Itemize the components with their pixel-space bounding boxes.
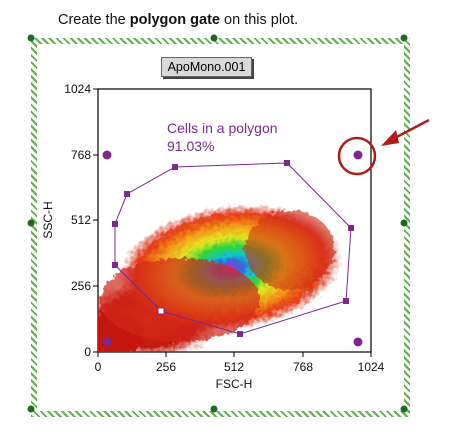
gate-vertex-handle[interactable] <box>124 191 130 197</box>
gate-vertex-handles[interactable] <box>112 160 354 337</box>
resize-handle-ml[interactable] <box>27 219 35 227</box>
resize-handle-bl[interactable] <box>27 405 35 413</box>
gate-vertex-handle[interactable] <box>112 262 118 268</box>
gate-corner-marker[interactable] <box>102 150 112 160</box>
density-cloud <box>98 204 342 352</box>
instruction-text: Create the polygon gate on this plot. <box>58 12 299 28</box>
gate-vertex-handle[interactable] <box>284 160 290 166</box>
gate-corner-marker[interactable] <box>353 150 363 160</box>
x-tick-label: 1024 <box>358 360 385 374</box>
plot-title[interactable]: ApoMono.001 <box>161 57 252 77</box>
y-tick-label: 1024 <box>64 82 91 96</box>
gate-vertex-handle[interactable] <box>237 331 243 337</box>
resize-handle-tm[interactable] <box>210 34 218 42</box>
y-axis: 0 256 512 768 1024 SSC-H <box>41 82 98 359</box>
x-tick-label: 768 <box>293 360 313 374</box>
gate-vertex-handle[interactable] <box>172 164 178 170</box>
x-tick-label: 0 <box>95 360 102 374</box>
y-axis-label: SSC-H <box>41 201 55 238</box>
resize-handle-tr[interactable] <box>400 34 408 42</box>
gate-vertex-handle[interactable] <box>343 298 349 304</box>
annotation-arrow-head <box>381 130 399 146</box>
gate-label: Cells in a polygon <box>167 120 278 136</box>
resize-handle-bm[interactable] <box>210 405 218 413</box>
resize-handle-tl[interactable] <box>27 34 35 42</box>
x-axis-label: FSC-H <box>216 377 253 391</box>
resize-handle-mr[interactable] <box>400 219 408 227</box>
y-tick-label: 256 <box>71 279 91 293</box>
x-tick-label: 256 <box>156 360 176 374</box>
gate-corner-marker[interactable] <box>102 337 112 347</box>
highlight-circle <box>337 136 377 176</box>
x-axis: 0 256 512 768 1024 FSC-H <box>95 352 385 391</box>
y-tick-label: 0 <box>84 345 91 359</box>
gate-corner-marker[interactable] <box>353 337 363 347</box>
x-tick-label: 512 <box>224 360 244 374</box>
gate-percent: 91.03% <box>167 138 214 154</box>
y-tick-label: 512 <box>71 213 91 227</box>
polygon-gate[interactable] <box>114 162 352 335</box>
resize-handle-br[interactable] <box>400 405 408 413</box>
gate-vertex-handle[interactable] <box>157 307 165 315</box>
gate-vertex-handle[interactable] <box>348 225 354 231</box>
y-tick-label: 768 <box>71 148 91 162</box>
gate-vertex-handle[interactable] <box>112 221 118 227</box>
